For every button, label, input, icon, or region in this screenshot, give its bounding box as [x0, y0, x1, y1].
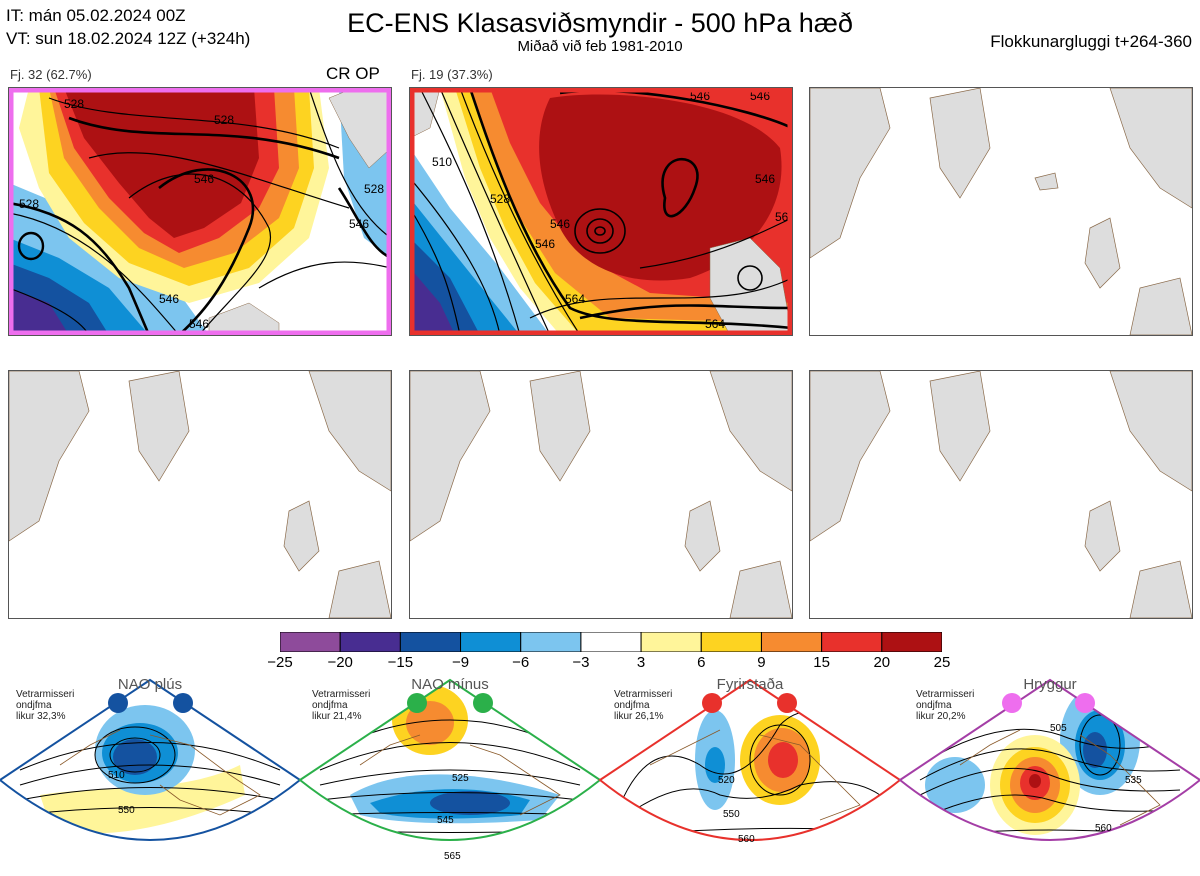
- regime-contour-label: 505: [1050, 723, 1067, 734]
- cluster-1-label: Fj. 32 (62.7%): [10, 67, 92, 82]
- cluster-1-contour-label: 546: [349, 217, 369, 231]
- colorbar-swatch: [640, 631, 702, 653]
- cluster-1-contour-label: 546: [189, 317, 209, 331]
- regime-name-blocking: Fyrirstaða: [716, 676, 784, 693]
- empty-map-panel: [809, 370, 1193, 619]
- colorbar-tick-label: −3: [572, 654, 590, 671]
- regime-marker: [407, 693, 427, 713]
- cluster-2-label: Fj. 19 (37.3%): [411, 67, 493, 82]
- cluster-2-contour-label: 528: [490, 192, 510, 206]
- cluster-2-contour-label: 546: [755, 172, 775, 186]
- regime-note-ridge: Vetrarmisseri ondjfma likur 20,2%: [916, 689, 975, 722]
- regime-marker: [1075, 693, 1095, 713]
- regime-contour-label: 550: [118, 805, 135, 816]
- page-subtitle: Miðað við feb 1981-2010: [517, 38, 683, 55]
- colorbar-tick-label: −25: [267, 654, 293, 671]
- regime-note-nao-plus: Vetrarmisseri ondjfma likur 32,3%: [16, 689, 75, 722]
- colorbar-swatch: [881, 631, 943, 653]
- regime-marker: [702, 693, 722, 713]
- regime-contour-label: 510: [108, 770, 125, 781]
- colorbar-tick-label: 15: [813, 654, 830, 671]
- regime-marker: [173, 693, 193, 713]
- regime-marker: [473, 693, 493, 713]
- cluster-2-contour-label: 564: [565, 292, 585, 306]
- colorbar-tick-label: −9: [451, 654, 470, 671]
- colorbar-swatch: [279, 631, 341, 653]
- regime-name-ridge: Hryggur: [1023, 676, 1077, 693]
- cluster-1-contour-label: 528: [64, 97, 84, 111]
- cluster-1-map: 528 546 528 546 528 546 528 546: [8, 87, 392, 336]
- colorbar-tick-label: 6: [697, 654, 706, 671]
- cluster-1-contour-label: 528: [214, 113, 234, 127]
- cluster-2-contour-label: 510: [432, 155, 452, 169]
- regime-name-nao-plus: NAO plús: [117, 676, 183, 693]
- cluster-1-contour-label: 528: [19, 197, 39, 211]
- colorbar-tick-label: 9: [757, 654, 766, 671]
- regime-contour-label: 565: [444, 851, 461, 862]
- colorbar-swatch: [821, 631, 883, 653]
- regime-diagrams: 510 550 525 545 520 520 550 560 505 535 …: [0, 675, 1200, 871]
- header-info: IT: mán 05.02.2024 00Z VT: sun 18.02.202…: [6, 4, 250, 50]
- empty-map-panel: [409, 370, 793, 619]
- regime-contour-label: 560: [738, 834, 755, 845]
- regime-contour-label: 545: [437, 815, 454, 826]
- regime-contour-label: 560: [1095, 823, 1112, 834]
- init-time: IT: mán 05.02.2024 00Z: [6, 6, 186, 25]
- colorbar-swatch: [700, 631, 762, 653]
- colorbar: [279, 631, 943, 653]
- regime-contour-label: 525: [452, 773, 469, 784]
- cluster-2-contour-label: 546: [535, 237, 555, 251]
- regime-contour-label: 535: [1125, 775, 1142, 786]
- regime-note-blocking: Vetrarmisseri ondjfma likur 26,1%: [614, 689, 673, 722]
- colorbar-swatch: [339, 631, 401, 653]
- colorbar-swatch: [760, 631, 823, 653]
- valid-time: VT: sun 18.02.2024 12Z (+324h): [6, 29, 251, 48]
- empty-map-panel: [8, 370, 392, 619]
- cluster-2-contour-label: 564: [705, 317, 725, 331]
- cluster-1-contour-label: 528: [364, 182, 384, 196]
- colorbar-tick-label: 3: [636, 654, 646, 671]
- cluster-2-map: 546 546 510 528 546 546 564 564 564 546: [409, 87, 793, 336]
- colorbar-swatch: [520, 631, 582, 653]
- colorbar-swatches: [279, 631, 943, 653]
- regime-contour-label: 520: [718, 775, 735, 786]
- regime-marker: [1002, 693, 1022, 713]
- colorbar-swatch: [399, 631, 462, 653]
- cluster-2-contour-label: 546: [550, 217, 570, 231]
- page-title: EC-ENS Klasasviðsmyndir - 500 hPa hæð: [347, 8, 853, 38]
- colorbar-tick-label: −6: [512, 654, 530, 671]
- colorbar-swatch: [580, 631, 642, 653]
- cluster-1-contour-label: 546: [159, 292, 179, 306]
- cluster-1-contour-label: 546: [194, 172, 214, 186]
- regime-name-nao-minus: NAO mínus: [411, 676, 489, 693]
- colorbar-tick-label: 20: [873, 654, 891, 671]
- regime-marker: [777, 693, 797, 713]
- regime-note-nao-minus: Vetrarmisseri ondjfma likur 21,4%: [312, 689, 371, 722]
- regime-contour-label: 550: [723, 809, 740, 820]
- cluster-window: Flokkunargluggi t+264-360: [990, 32, 1192, 51]
- colorbar-tick-label: −20: [327, 654, 353, 671]
- cluster-1-tags: CR OP: [326, 64, 380, 83]
- colorbar-swatch: [460, 631, 522, 653]
- regime-marker: [108, 693, 128, 713]
- colorbar-tick-label: −15: [387, 654, 414, 671]
- colorbar-tick-label: 25: [933, 654, 951, 671]
- empty-map-panel: [809, 87, 1193, 336]
